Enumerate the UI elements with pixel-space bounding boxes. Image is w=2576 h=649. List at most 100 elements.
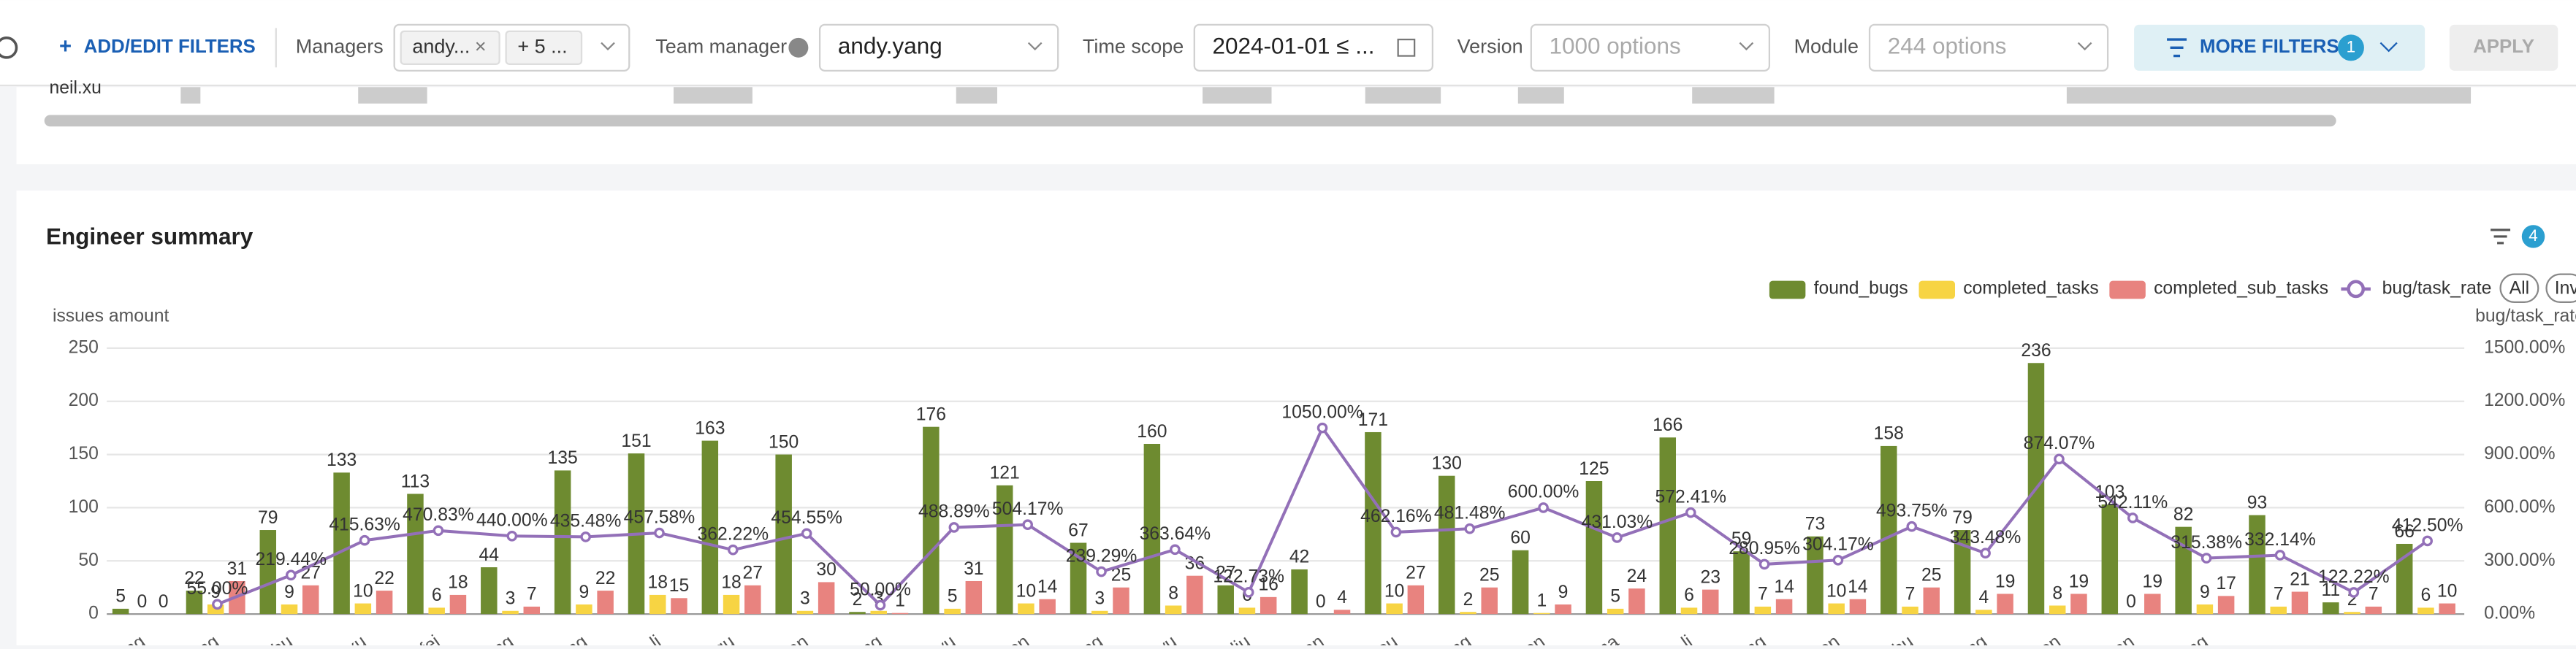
time-scope-value: 2024-01-01 ≤ ... <box>1213 34 1375 59</box>
bar <box>1680 607 1698 615</box>
apply-button[interactable] <box>2449 24 2558 71</box>
legend-marker[interactable] <box>2347 280 2366 299</box>
bar-label: 21 <box>2290 569 2310 589</box>
rate-label: 542.11% <box>2097 493 2168 512</box>
bar <box>186 591 203 615</box>
bar <box>891 612 909 615</box>
y2-tick-label: 300.00% <box>2484 550 2556 570</box>
rate-point <box>1906 521 1918 532</box>
bar <box>1165 605 1182 615</box>
bar-label: 27 <box>1406 564 1425 583</box>
bar-label: 14 <box>1848 577 1868 597</box>
legend-button[interactable] <box>2499 273 2539 304</box>
rate-label: 462.16% <box>1360 507 1432 526</box>
bar-label: 7 <box>2369 585 2379 604</box>
bar-label: 8 <box>1168 583 1178 603</box>
y-axis-label: issues amount <box>53 307 169 326</box>
rate-point <box>1832 554 1844 566</box>
bar <box>1186 575 1203 615</box>
bar <box>1585 481 1603 615</box>
bar-label: 25 <box>1479 566 1500 585</box>
bar-label: 125 <box>1579 459 1609 479</box>
rate-label: 572.41% <box>1655 487 1726 507</box>
bar-label: 166 <box>1653 415 1683 435</box>
bar <box>944 608 961 615</box>
bar <box>775 454 792 615</box>
gear-icon[interactable] <box>0 37 18 59</box>
bar-label: 22 <box>374 569 395 588</box>
rate-label: 454.55% <box>771 508 842 528</box>
bar <box>376 591 393 615</box>
bar-label: 2 <box>853 590 863 610</box>
y-tick-label: 0 <box>88 604 99 623</box>
chip-text: andy... <box>412 35 470 57</box>
bar-label: 130 <box>1432 454 1462 474</box>
filter-icon[interactable] <box>2491 229 2511 245</box>
bar-label: 4 <box>1337 588 1347 607</box>
rate-point <box>1022 519 1033 531</box>
chip <box>505 30 583 65</box>
bar-label: 163 <box>695 418 725 438</box>
bar-label: 3 <box>800 589 810 609</box>
bar <box>996 485 1013 615</box>
y2-tick-label: 1500.00% <box>2484 337 2565 357</box>
legend-label[interactable]: completed_tasks <box>1963 278 2099 298</box>
bar <box>2344 612 2360 615</box>
bar-label: 176 <box>916 404 946 424</box>
bar-label: 158 <box>1874 424 1904 444</box>
legend-label[interactable]: completed_sub_tasks <box>2154 278 2328 298</box>
bar <box>1407 585 1425 615</box>
bar-label: 44 <box>479 545 500 565</box>
rate-point <box>212 599 223 610</box>
rate-point <box>1758 558 1770 570</box>
bar-label: 5 <box>115 587 126 607</box>
bar-label: 151 <box>621 431 651 451</box>
scrollbar[interactable] <box>44 115 2336 127</box>
info-icon <box>788 37 809 58</box>
bar-label: 17 <box>2216 574 2236 594</box>
bar <box>1260 596 1277 615</box>
legend-swatch[interactable] <box>2109 280 2146 299</box>
version-select[interactable] <box>1530 23 1771 72</box>
legend-swatch[interactable] <box>1918 280 1955 299</box>
bar <box>671 598 687 615</box>
team-manager-select[interactable] <box>818 23 1059 72</box>
rate-point <box>1170 544 1181 556</box>
add-filters[interactable]: ADD/EDIT FILTERS <box>84 37 256 57</box>
legend-label[interactable]: bug/task_rate <box>2382 278 2492 298</box>
legend-button[interactable] <box>2545 273 2576 304</box>
bar <box>1481 587 1498 615</box>
bar <box>407 494 424 615</box>
bar-label: 9 <box>1558 583 1569 602</box>
bar <box>1386 603 1403 615</box>
bar <box>554 470 571 615</box>
bar <box>281 604 298 615</box>
version-label: Version <box>1457 35 1523 57</box>
y-tick-label: 50 <box>78 550 99 570</box>
legend-label[interactable]: found_bugs <box>1814 278 1908 298</box>
rate-point <box>1464 523 1476 534</box>
bar <box>870 610 887 615</box>
bar <box>2417 607 2434 615</box>
bar-label: 67 <box>1068 521 1088 540</box>
bar <box>1091 610 1108 615</box>
rate-label: 122.22% <box>2318 567 2390 587</box>
time-scope-input[interactable] <box>1193 23 1434 72</box>
bar-label: 0 <box>137 592 147 612</box>
module-select[interactable] <box>1868 23 2109 72</box>
chip-close[interactable]: × <box>475 35 487 57</box>
legend-swatch[interactable] <box>1769 280 1806 299</box>
bar-label: 19 <box>2143 572 2162 591</box>
rate-label: 470.83% <box>403 505 474 525</box>
bar-label: 10 <box>1016 581 1037 601</box>
version-placeholder: 1000 options <box>1550 34 1681 59</box>
bar-label: 113 <box>401 472 430 491</box>
bar <box>2217 596 2235 615</box>
bar <box>1733 551 1750 615</box>
bar-label: 150 <box>769 432 799 452</box>
chevron <box>2379 42 2398 53</box>
bar-label: 171 <box>1358 410 1388 430</box>
apply: APPLY <box>2473 37 2534 57</box>
rate-label: 1050.00% <box>1281 402 1363 422</box>
